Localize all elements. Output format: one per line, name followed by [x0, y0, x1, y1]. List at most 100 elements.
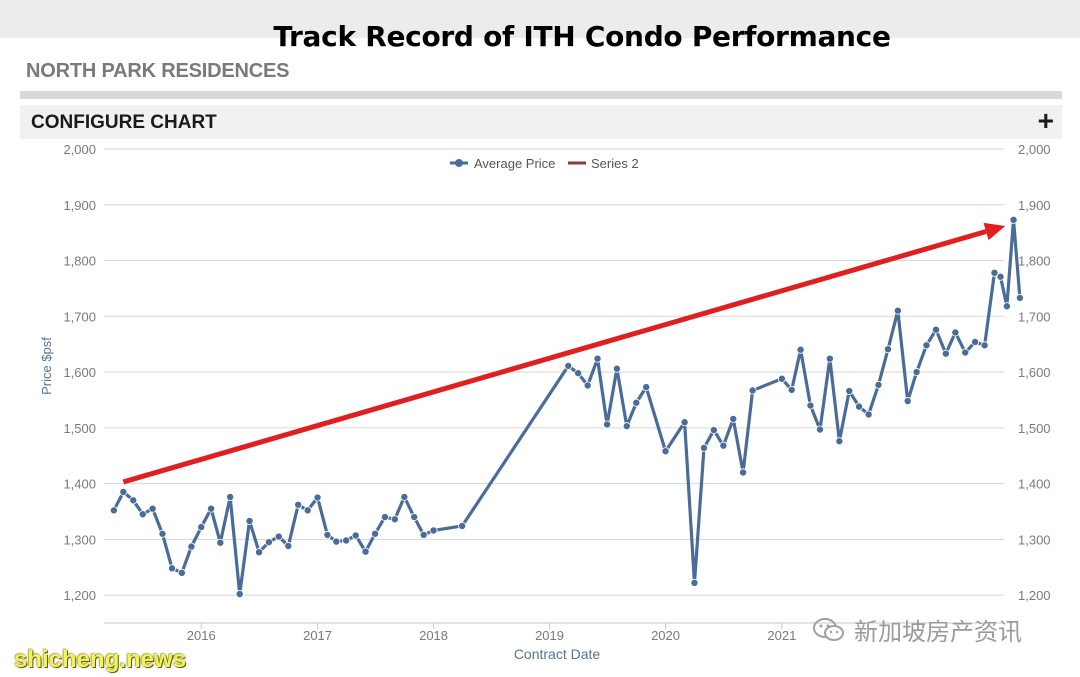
- data-point: [274, 532, 283, 541]
- y-tick-label-right: 1,200: [1018, 588, 1051, 603]
- data-point: [129, 496, 138, 505]
- data-point: [148, 504, 157, 513]
- configure-chart-bar[interactable]: CONFIGURE CHART +: [20, 105, 1062, 139]
- trend-arrow-head: [983, 222, 1006, 241]
- data-point: [642, 383, 651, 392]
- data-point: [235, 590, 244, 599]
- data-point: [855, 402, 864, 411]
- data-point: [971, 337, 980, 346]
- data-point: [410, 513, 419, 522]
- data-point: [177, 568, 186, 577]
- data-point: [961, 348, 970, 357]
- data-point: [119, 487, 128, 496]
- data-point: [893, 306, 902, 315]
- data-point: [303, 506, 312, 515]
- y-tick-label-left: 1,500: [63, 421, 96, 436]
- data-point: [419, 530, 428, 539]
- data-point: [216, 538, 225, 547]
- x-tick-label: 2018: [419, 628, 448, 643]
- x-axis-title: Contract Date: [514, 646, 601, 662]
- data-point: [294, 500, 303, 509]
- site-watermark: shicheng.news: [14, 646, 187, 673]
- data-point: [226, 492, 235, 501]
- x-tick-label: 2019: [535, 628, 564, 643]
- data-point: [323, 530, 332, 539]
- data-point: [739, 468, 748, 477]
- legend-label-series-2: Series 2: [591, 156, 639, 171]
- data-point: [245, 516, 254, 525]
- y-axis-title: Price $psf: [39, 337, 54, 395]
- y-tick-label-right: 1,500: [1018, 421, 1051, 436]
- y-tick-label-right: 1,800: [1018, 254, 1051, 269]
- y-tick-label-left: 1,800: [63, 254, 96, 269]
- data-point: [429, 526, 438, 535]
- configure-chart-label: CONFIGURE CHART: [31, 112, 217, 133]
- y-tick-label-left: 1,900: [63, 198, 96, 213]
- data-point: [255, 548, 264, 557]
- data-point: [922, 341, 931, 350]
- data-point: [845, 387, 854, 396]
- data-point: [903, 397, 912, 406]
- y-tick-label-left: 1,700: [63, 309, 96, 324]
- y-tick-label-left: 1,300: [63, 532, 96, 547]
- data-point: [835, 437, 844, 446]
- data-point: [603, 420, 612, 429]
- data-point: [371, 529, 380, 538]
- data-point: [825, 354, 834, 363]
- x-tick-label: 2021: [767, 628, 796, 643]
- slide-title: Track Record of ITH Condo Performance: [273, 20, 891, 53]
- data-point: [1009, 215, 1018, 224]
- y-tick-label-left: 2,000: [63, 142, 96, 157]
- data-point: [700, 443, 709, 452]
- data-point: [332, 537, 341, 546]
- legend-label-average-price: Average Price: [474, 156, 555, 171]
- wechat-watermark-text: 新加坡房产资讯: [854, 619, 1022, 646]
- data-point: [632, 398, 641, 407]
- data-point: [1015, 293, 1024, 302]
- x-tick-label: 2020: [651, 628, 680, 643]
- data-point: [864, 410, 873, 419]
- series-line-average-price: [112, 218, 1022, 596]
- data-point: [380, 513, 389, 522]
- data-point: [400, 492, 409, 501]
- wechat-watermark: 新加坡房产资讯: [812, 612, 1022, 647]
- data-point: [990, 268, 999, 277]
- data-point: [874, 380, 883, 389]
- data-point: [912, 368, 921, 377]
- data-point: [564, 361, 573, 370]
- data-point: [612, 364, 621, 373]
- data-point: [187, 542, 196, 551]
- data-point: [796, 345, 805, 354]
- y-tick-label-right: 2,000: [1018, 142, 1051, 157]
- data-point: [361, 547, 370, 556]
- y-tick-label-right: 1,400: [1018, 477, 1051, 492]
- data-point: [109, 506, 118, 515]
- expand-icon[interactable]: +: [1037, 105, 1054, 136]
- legend-marker-average-price: [455, 159, 463, 167]
- data-point: [351, 531, 360, 540]
- wechat-icon: [812, 617, 846, 643]
- y-tick-label-left: 1,600: [63, 365, 96, 380]
- data-point: [207, 504, 216, 513]
- data-point: [806, 401, 815, 410]
- data-point: [709, 426, 718, 435]
- data-point: [197, 523, 206, 532]
- data-point: [777, 374, 786, 383]
- data-point: [719, 441, 728, 450]
- data-point: [1002, 302, 1011, 311]
- legend: Average Price Series 2: [450, 156, 639, 171]
- data-point: [138, 510, 147, 519]
- y-tick-label-left: 1,200: [63, 588, 96, 603]
- slide-header-band: [0, 0, 1080, 38]
- data-point: [661, 447, 670, 456]
- y-tick-label-right: 1,700: [1018, 309, 1051, 324]
- y-tick-label-right: 1,300: [1018, 532, 1051, 547]
- y-tick-label-right: 1,600: [1018, 365, 1051, 380]
- data-point: [931, 325, 940, 334]
- section-divider: [20, 91, 1062, 99]
- data-point: [390, 515, 399, 524]
- trend-arrow-shaft: [122, 229, 987, 485]
- data-point: [980, 341, 989, 350]
- y-tick-label-right: 1,900: [1018, 198, 1051, 213]
- data-point: [815, 425, 824, 434]
